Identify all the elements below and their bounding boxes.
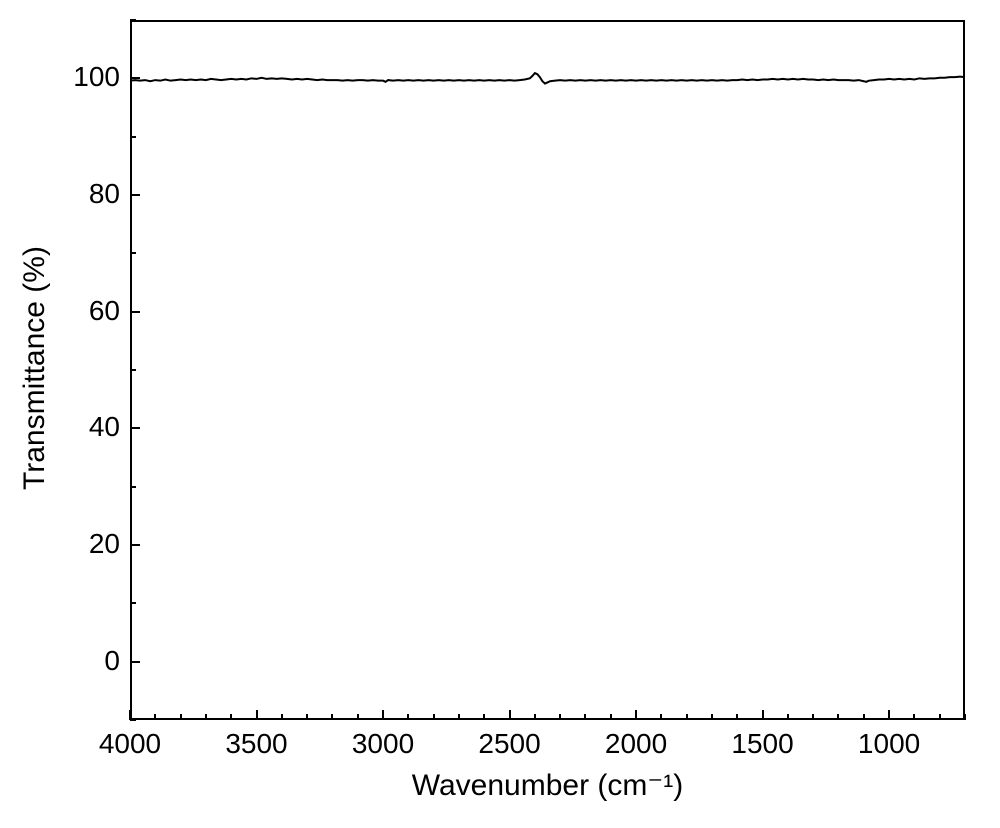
series-svg (0, 0, 1000, 828)
ir-spectrum-chart: 4000350030002500200015001000020406080100… (0, 0, 1000, 828)
series-transmittance (130, 73, 965, 84)
